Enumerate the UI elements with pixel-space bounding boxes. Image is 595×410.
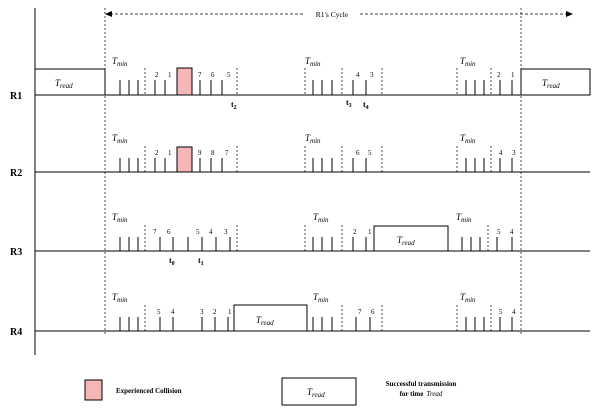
tmin-label: Tmin [313,292,329,304]
slot-number: 6 [167,228,171,236]
time-marker-t3: t3 [346,98,352,109]
time-marker-t0: t0 [169,256,175,267]
slot-number: 3 [200,308,204,316]
slot-number: 1 [368,228,372,236]
slot-separators [144,225,489,251]
time-marker-t2: t2 [231,100,237,111]
tmin-label: Tmin [460,133,476,145]
ticks [119,317,513,331]
slot-number: 5 [497,228,501,236]
slot-number: 6 [211,71,215,79]
tread-box [520,68,591,96]
slot-number: 7 [153,228,157,236]
collision-block [176,146,193,173]
tmin-label: Tmin [305,56,321,68]
slot-number: 2 [497,71,501,79]
slot-number: 5 [157,308,161,316]
tread-box [34,68,106,96]
tmin-label: Tmin [460,56,476,68]
row-r2: R2 Tmin Tmin Tmin 2 1 9 8 7 6 5 [10,133,590,179]
slot-number: 2 [155,71,159,79]
tmin-label: Tmin [112,56,128,68]
legend-success-line2: for time Tread [400,390,443,398]
slot-number: 8 [211,149,215,157]
slot-number: 4 [499,149,503,157]
legend-success-line1: Successful transmission [386,380,457,388]
tread-box [373,225,449,252]
slot-number: 2 [353,228,357,236]
slot-number: 7 [225,149,229,157]
tread-label: Tread [256,315,274,327]
slot-number: 1 [168,71,172,79]
row-label: R1 [10,91,22,102]
tmin-label: Tmin [456,212,472,224]
ticks [119,237,513,251]
slot-number: 4 [512,308,516,316]
slot-number: 5 [499,308,503,316]
tmin-label: Tmin [460,292,476,304]
slot-number: 2 [155,149,159,157]
ticks [119,80,513,95]
row-label: R3 [10,247,22,258]
slot-number: 3 [370,71,374,79]
tmin-label: Tmin [112,133,128,145]
legend-tread-label: Tread [307,387,325,399]
slot-separators [144,146,492,172]
slot-number: 1 [168,149,172,157]
tmin-label: Tmin [313,212,329,224]
slot-number: 3 [512,149,516,157]
ticks [119,158,513,172]
row-r3: R3 Tread Tmin Tmin Tmin 7 6 5 4 3 2 1 [10,212,590,267]
slot-number: 2 [213,308,217,316]
tmin-label: Tmin [112,292,128,304]
slot-number: 1 [228,308,232,316]
legend-tread-box [281,377,357,406]
tread-label: Tread [55,78,73,90]
cycle-label: R1's Cycle [316,10,349,19]
tmin-label: Tmin [305,133,321,145]
slot-separators [144,68,492,95]
legend-collision-swatch [84,379,103,401]
tread-label: Tread [542,78,560,90]
time-marker-t1: t1 [198,256,204,267]
slot-number: 9 [198,149,202,157]
tread-box [233,304,308,332]
slot-number: 4 [171,308,175,316]
slot-separators [144,305,492,331]
row-r1: R1 Tread Tread Tmin Tmin Tmin [10,56,591,111]
slot-number: 4 [510,228,514,236]
slot-number: 7 [358,308,362,316]
slot-number: 6 [356,149,360,157]
collision-block [176,67,193,96]
slot-number: 6 [371,308,375,316]
legend-collision-label: Experienced Collision [116,387,182,395]
row-label: R4 [10,327,22,338]
slot-number: 1 [511,71,515,79]
slot-number: 4 [209,228,213,236]
legend: Experienced Collision Tread Successful t… [84,377,457,406]
cycle-indicator: R1's Cycle [105,10,573,19]
slot-number: 7 [198,71,202,79]
slot-number: 4 [356,71,360,79]
slot-number: 5 [196,228,200,236]
row-label: R2 [10,168,22,179]
time-marker-t4: t4 [363,100,369,111]
slot-number: 5 [368,149,372,157]
tmin-label: Tmin [112,212,128,224]
row-r4: R4 Tread Tmin Tmin Tmin 5 4 3 2 1 7 6 [10,292,590,338]
slot-number: 5 [227,71,231,79]
slot-number: 3 [224,228,228,236]
tread-label: Tread [397,235,415,247]
